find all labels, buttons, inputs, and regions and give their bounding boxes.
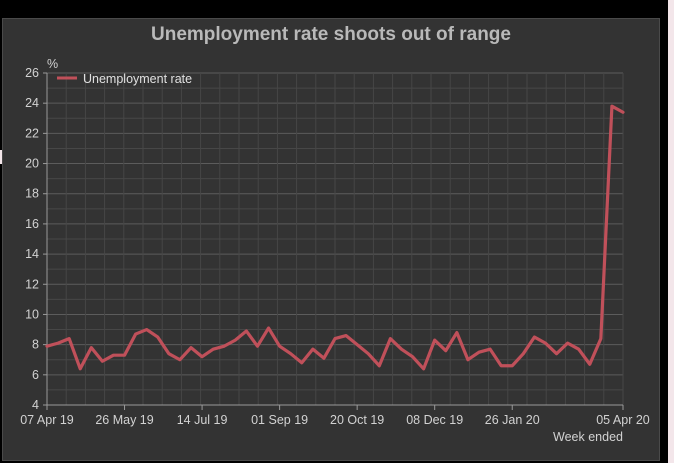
series-lines <box>45 104 625 371</box>
edge-strip <box>668 0 674 463</box>
x-tick-label: 08 Dec 19 <box>406 413 463 427</box>
y-tick-label: 22 <box>25 126 39 140</box>
x-tick-label: 20 Oct 19 <box>330 413 384 427</box>
y-tick-label: 6 <box>32 368 39 382</box>
x-tick-label: 26 Jan 20 <box>485 413 540 427</box>
grid-lines <box>46 72 624 406</box>
y-tick-label: 18 <box>25 187 39 201</box>
chart-title: Unemployment rate shoots out of range <box>151 24 511 45</box>
y-tick-label: 12 <box>25 277 39 291</box>
y-tick-label: 4 <box>32 398 39 412</box>
y-tick-label: 26 <box>25 66 39 80</box>
x-tick-label: 01 Sep 19 <box>251 413 308 427</box>
x-tick-label: 05 Apr 20 <box>596 413 650 427</box>
y-tick-label: 8 <box>32 338 39 352</box>
y-axis-unit-label: % <box>47 57 58 71</box>
y-tick-label: 20 <box>25 157 39 171</box>
y-tick-label: 14 <box>25 247 39 261</box>
y-tick-label: 10 <box>25 307 39 321</box>
x-tick-label: 14 Jul 19 <box>177 413 228 427</box>
y-tick-label: 24 <box>25 96 39 110</box>
x-tick-label: 07 Apr 19 <box>20 413 74 427</box>
y-axis-ticks: 4 6 8 10 12 14 16 18 20 22 24 26 <box>25 66 47 412</box>
left-edge-strip <box>0 150 2 164</box>
y-tick-label: 16 <box>25 217 39 231</box>
legend: Unemployment rate <box>57 72 192 86</box>
x-tick-label: 26 May 19 <box>95 413 153 427</box>
legend-label: Unemployment rate <box>83 72 192 86</box>
x-axis-label: Week ended <box>553 430 623 444</box>
series-line-unemployment-rate <box>45 104 625 371</box>
x-axis-ticks: 07 Apr 19 26 May 19 14 Jul 19 01 Sep 19 20 O… <box>20 405 650 427</box>
